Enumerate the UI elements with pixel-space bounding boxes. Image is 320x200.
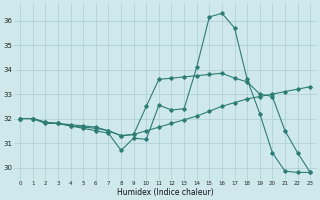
- X-axis label: Humidex (Indice chaleur): Humidex (Indice chaleur): [117, 188, 213, 197]
